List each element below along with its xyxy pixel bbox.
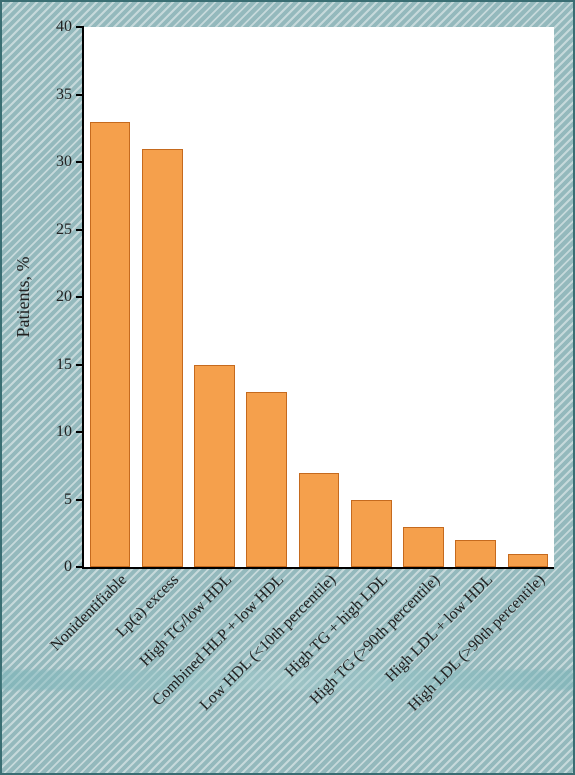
y-tick-label: 15	[56, 356, 84, 374]
y-tick-label: 40	[56, 18, 84, 36]
page-background: Patients, % 0 5 10 15 20 25 30 35 40 Nonidentifia…	[0, 0, 575, 775]
y-axis-label: Patients, %	[13, 257, 34, 338]
y-tick-label: 0	[64, 558, 84, 576]
y-tick-label: 5	[64, 491, 84, 509]
bar	[351, 500, 392, 568]
y-tick-label: 10	[56, 423, 84, 441]
bar	[403, 527, 444, 568]
bar	[508, 554, 549, 568]
y-tick-label: 20	[56, 288, 84, 306]
y-tick-label: 35	[56, 86, 84, 104]
bar	[455, 540, 496, 567]
bar	[246, 392, 287, 568]
y-tick-label: 30	[56, 153, 84, 171]
bar	[299, 473, 340, 568]
y-tick-label: 25	[56, 221, 84, 239]
x-tick-label: Nonidentifiable	[43, 567, 131, 655]
bar	[194, 365, 235, 568]
bar-chart: Patients, % 0510152025303540Nonidentifia…	[82, 27, 554, 569]
bar	[90, 122, 131, 568]
bar	[142, 149, 183, 568]
